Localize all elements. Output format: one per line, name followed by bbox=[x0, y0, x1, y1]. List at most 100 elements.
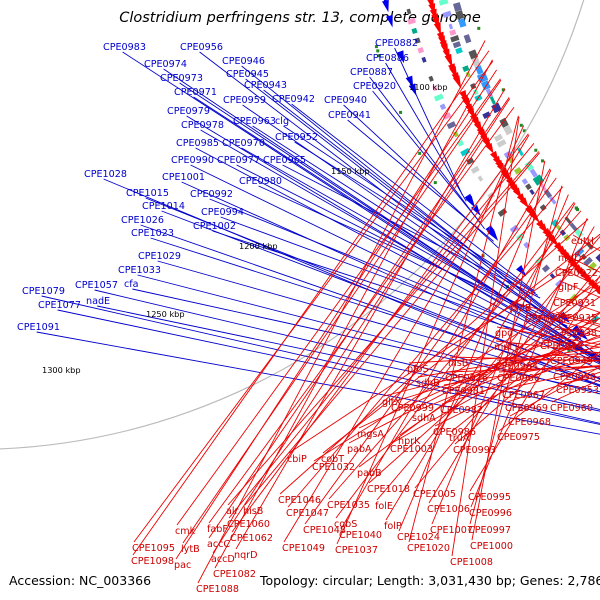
reverse-leader-line bbox=[495, 340, 600, 354]
reverse-gene-label: CPE1037 bbox=[335, 545, 378, 556]
reverse-gene-label: CPE0993 bbox=[453, 445, 496, 456]
reverse-cog-block bbox=[482, 111, 491, 120]
reverse-annotation-block bbox=[475, 65, 484, 75]
reverse-gene-label: CPE1018 bbox=[367, 484, 410, 495]
reverse-cog-block bbox=[539, 204, 547, 212]
reverse-cog-block bbox=[529, 189, 535, 196]
forward-leader-line bbox=[193, 96, 600, 361]
reverse-gene-label: fabF bbox=[207, 524, 228, 535]
reverse-leader-line bbox=[288, 246, 600, 454]
forward-cog-block bbox=[457, 139, 465, 147]
forward-strand-feature bbox=[516, 265, 527, 277]
reverse-cog-block bbox=[580, 253, 587, 261]
reverse-gene-label: CPE0966 bbox=[497, 373, 540, 384]
forward-leader-line bbox=[294, 141, 538, 296]
forward-gene-label: CPE1002 bbox=[193, 221, 236, 232]
label-leader-lines bbox=[36, 40, 600, 584]
reverse-leader-line bbox=[431, 194, 569, 525]
forward-leader-line bbox=[36, 331, 600, 435]
reverse-strand-feature bbox=[428, 0, 433, 7]
forward-gene-label: nadE bbox=[86, 296, 110, 307]
reverse-gene-label: CPE0948 bbox=[540, 341, 583, 352]
reverse-gene-label: CPE0960 bbox=[550, 403, 593, 414]
reverse-cog-block bbox=[465, 71, 471, 78]
forward-gene-label: CPE0977 bbox=[217, 155, 260, 166]
forward-gene-label: CPE0959 bbox=[223, 95, 266, 106]
forward-cog-block bbox=[433, 93, 444, 102]
reverse-gene-label: mutT bbox=[494, 342, 519, 353]
forward-strand-feature bbox=[465, 195, 476, 208]
reverse-leader-line bbox=[304, 177, 557, 525]
reverse-gene-label: CPE0953 bbox=[556, 385, 599, 396]
kbp-label: 1150 kbp bbox=[331, 166, 370, 176]
reverse-cog-block bbox=[449, 29, 457, 36]
reverse-cog-block bbox=[551, 219, 559, 227]
reverse-leader-line bbox=[551, 378, 600, 403]
gc-marker bbox=[567, 349, 571, 353]
reverse-gene-label: CPE1098 bbox=[131, 556, 174, 567]
gc-marker bbox=[481, 254, 485, 258]
reverse-gene-label: CPE1035 bbox=[327, 500, 370, 511]
reverse-cog-block bbox=[462, 65, 470, 72]
reverse-leader-line bbox=[279, 218, 589, 495]
reverse-leader-line bbox=[235, 88, 506, 550]
reverse-gene-label: eutH bbox=[571, 236, 594, 247]
forward-gene-label: CPE0956 bbox=[180, 42, 223, 53]
reverse-leader-line bbox=[336, 125, 525, 545]
forward-leader-line bbox=[97, 305, 600, 412]
forward-strand-feature bbox=[385, 14, 393, 28]
reverse-annotation-block bbox=[524, 161, 534, 172]
forward-gene-label: CPE0983 bbox=[103, 42, 146, 53]
reverse-gene-label: CPE0981 bbox=[442, 386, 485, 397]
reverse-leader-line bbox=[446, 366, 600, 373]
forward-leader-line bbox=[236, 164, 582, 340]
reverse-leader-line bbox=[231, 133, 529, 533]
reverse-strand-feature bbox=[439, 40, 448, 54]
forward-gene-label: CPE1077 bbox=[38, 300, 81, 311]
reverse-leader-line bbox=[398, 169, 552, 532]
reverse-gene-label: sdhB bbox=[416, 378, 440, 389]
reverse-gene-label: folP bbox=[384, 521, 402, 532]
forward-leader-line bbox=[291, 103, 534, 291]
gc-marker bbox=[433, 181, 437, 185]
reverse-gene-label: glpF bbox=[558, 282, 578, 293]
reverse-cog-block bbox=[496, 139, 507, 148]
reverse-gene-label: CPE0999 bbox=[391, 403, 434, 414]
reverse-leader-line bbox=[283, 134, 530, 543]
forward-gene-label: CPE0970 bbox=[222, 138, 265, 149]
reverse-gene-label: CPE0986 bbox=[433, 427, 476, 438]
reverse-cog-block bbox=[493, 133, 504, 142]
reverse-leader-line bbox=[498, 351, 600, 432]
forward-leader-line bbox=[369, 76, 485, 230]
reverse-gene-label: lytB bbox=[181, 544, 200, 555]
gc-marker bbox=[501, 88, 505, 92]
forward-gene-label: CPE0978 bbox=[181, 120, 224, 131]
reverse-gene-label: cobT bbox=[321, 454, 344, 465]
forward-gene-label: CPE1091 bbox=[17, 322, 60, 333]
forward-cog-block bbox=[414, 37, 421, 44]
reverse-gene-label: CPE1032 bbox=[312, 462, 355, 473]
reverse-gene-label: CPE0931 bbox=[553, 298, 596, 309]
reverse-gene-label: CPE1046 bbox=[278, 495, 321, 506]
reverse-leader-line bbox=[541, 339, 600, 348]
forward-strand-feature bbox=[408, 83, 417, 96]
forward-leader-line bbox=[241, 65, 578, 336]
reverse-gene-label: CPE1020 bbox=[407, 543, 450, 554]
reverse-annotation-block bbox=[503, 125, 513, 136]
reverse-gene-label: CPE1005 bbox=[413, 489, 456, 500]
reverse-gene-label: CPE0938 bbox=[554, 328, 597, 339]
reverse-gene-label: CPE0968 bbox=[508, 417, 551, 428]
forward-gene-label: CPE0882 bbox=[375, 38, 418, 49]
reverse-gene-label: nrdD bbox=[558, 253, 581, 264]
forward-cog-block bbox=[470, 165, 480, 174]
reverse-strand-feature bbox=[459, 90, 468, 103]
forward-gene-label: CPE0980 bbox=[239, 176, 282, 187]
kbp-label: 1200 kbp bbox=[239, 241, 278, 251]
kbp-label: 1300 kbp bbox=[42, 365, 81, 375]
gc-marker bbox=[399, 110, 403, 114]
reverse-gene-label: pfoS bbox=[407, 364, 428, 375]
forward-gene-label: CPE0994 bbox=[201, 207, 244, 218]
reverse-leader-line bbox=[414, 265, 600, 489]
forward-gene-label: CPE0920 bbox=[353, 81, 396, 92]
reverse-cog-block bbox=[587, 261, 597, 271]
